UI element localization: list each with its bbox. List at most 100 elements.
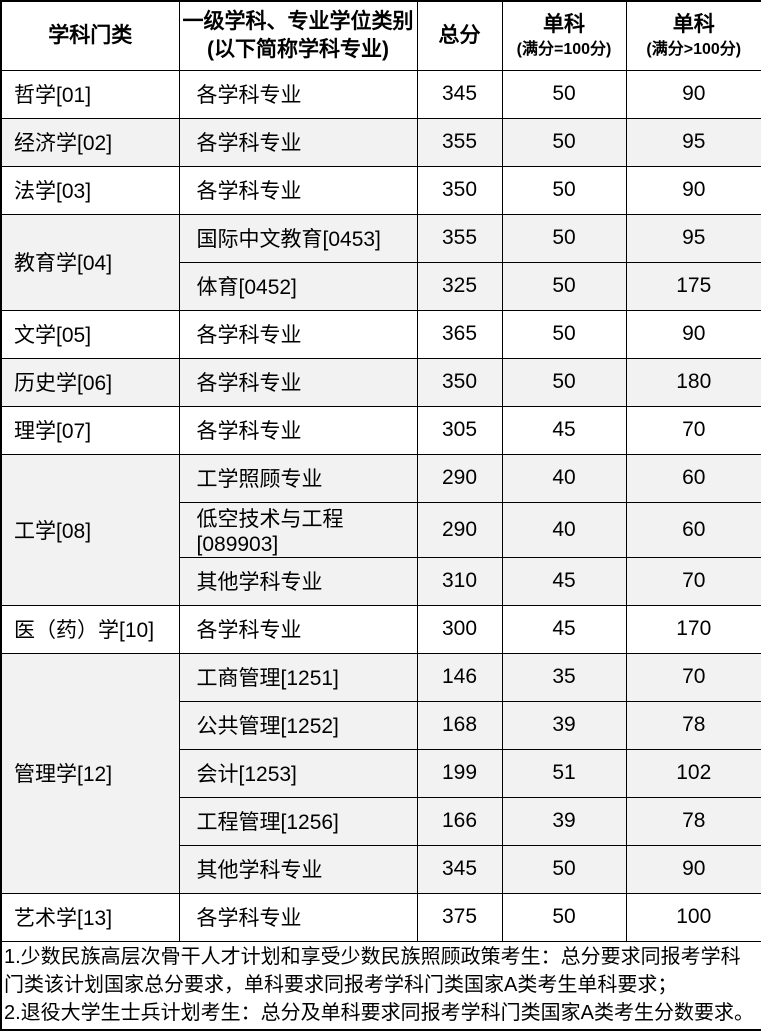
single-gt100-score-cell: 70 [626, 557, 761, 605]
total-score-cell: 350 [417, 166, 502, 214]
single-gt100-score-cell: 100 [626, 893, 761, 941]
single-gt100-score-cell: 60 [626, 454, 761, 502]
single-eq100-score-cell: 35 [502, 653, 626, 701]
table-header: 学科门类 一级学科、专业学位类别 (以下简称学科专业) 总分 单科 (满分=10… [1, 1, 761, 70]
col-header-single-gt100: 单科 (满分>100分) [626, 1, 761, 70]
category-cell: 艺术学[13] [1, 893, 179, 941]
major-cell: 国际中文教育[0453] [179, 214, 417, 262]
category-cell: 管理学[12] [1, 653, 179, 893]
col-header-single-gt100-label: 单科 [627, 11, 761, 39]
total-score-cell: 375 [417, 893, 502, 941]
major-cell: 其他学科专业 [179, 557, 417, 605]
col-header-single-eq100-sub: (满分=100分) [503, 39, 626, 61]
category-cell: 历史学[06] [1, 358, 179, 406]
category-cell: 工学[08] [1, 454, 179, 605]
single-gt100-score-cell: 170 [626, 605, 761, 653]
notes-cell: 1.少数民族高层次骨干人才计划和享受少数民族照顾政策考生：总分要求同报考学科门类… [1, 941, 761, 1030]
major-cell: 各学科专业 [179, 118, 417, 166]
col-header-total-label: 总分 [439, 24, 481, 47]
table-footer: 1.少数民族高层次骨干人才计划和享受少数民族照顾政策考生：总分要求同报考学科门类… [1, 941, 761, 1030]
col-header-major-line2: (以下简称学科专业) [180, 36, 417, 64]
single-gt100-score-cell: 70 [626, 406, 761, 454]
total-score-cell: 290 [417, 502, 502, 557]
single-eq100-score-cell: 50 [502, 893, 626, 941]
col-header-category: 学科门类 [1, 1, 179, 70]
total-score-cell: 365 [417, 310, 502, 358]
single-eq100-score-cell: 45 [502, 406, 626, 454]
total-score-cell: 350 [417, 358, 502, 406]
single-eq100-score-cell: 45 [502, 605, 626, 653]
total-score-cell: 355 [417, 118, 502, 166]
major-cell: 其他学科专业 [179, 845, 417, 893]
note-line-2: 2.退役大学生士兵计划考生：总分及单科要求同报考学科门类国家A类考生分数要求。 [4, 999, 759, 1027]
major-cell: 各学科专业 [179, 406, 417, 454]
single-eq100-score-cell: 40 [502, 454, 626, 502]
category-cell: 理学[07] [1, 406, 179, 454]
category-cell: 文学[05] [1, 310, 179, 358]
single-gt100-score-cell: 90 [626, 845, 761, 893]
single-gt100-score-cell: 95 [626, 118, 761, 166]
single-eq100-score-cell: 40 [502, 502, 626, 557]
major-cell: 各学科专业 [179, 605, 417, 653]
single-eq100-score-cell: 39 [502, 797, 626, 845]
single-gt100-score-cell: 95 [626, 214, 761, 262]
single-eq100-score-cell: 51 [502, 749, 626, 797]
single-gt100-score-cell: 78 [626, 797, 761, 845]
major-cell: 工学照顾专业 [179, 454, 417, 502]
total-score-cell: 199 [417, 749, 502, 797]
total-score-cell: 345 [417, 845, 502, 893]
notes-row: 1.少数民族高层次骨干人才计划和享受少数民族照顾政策考生：总分要求同报考学科门类… [1, 941, 761, 1030]
major-cell: 工商管理[1251] [179, 653, 417, 701]
major-cell: 各学科专业 [179, 358, 417, 406]
col-header-total: 总分 [417, 1, 502, 70]
header-row: 学科门类 一级学科、专业学位类别 (以下简称学科专业) 总分 单科 (满分=10… [1, 1, 761, 70]
major-cell: 各学科专业 [179, 310, 417, 358]
col-header-major: 一级学科、专业学位类别 (以下简称学科专业) [179, 1, 417, 70]
col-header-single-eq100-label: 单科 [503, 11, 626, 39]
single-eq100-score-cell: 50 [502, 70, 626, 118]
major-cell: 会计[1253] [179, 749, 417, 797]
single-gt100-score-cell: 102 [626, 749, 761, 797]
single-gt100-score-cell: 90 [626, 70, 761, 118]
total-score-cell: 310 [417, 557, 502, 605]
col-header-single-gt100-sub: (满分>100分) [627, 39, 761, 61]
total-score-cell: 300 [417, 605, 502, 653]
single-eq100-score-cell: 45 [502, 557, 626, 605]
single-eq100-score-cell: 50 [502, 118, 626, 166]
category-cell: 经济学[02] [1, 118, 179, 166]
single-eq100-score-cell: 50 [502, 845, 626, 893]
single-gt100-score-cell: 60 [626, 502, 761, 557]
major-cell: 各学科专业 [179, 70, 417, 118]
col-header-major-line1: 一级学科、专业学位类别 [180, 8, 417, 36]
note-line-1: 1.少数民族高层次骨干人才计划和享受少数民族照顾政策考生：总分要求同报考学科门类… [4, 943, 759, 999]
single-gt100-score-cell: 90 [626, 166, 761, 214]
total-score-cell: 166 [417, 797, 502, 845]
total-score-cell: 290 [417, 454, 502, 502]
single-gt100-score-cell: 78 [626, 701, 761, 749]
major-cell: 各学科专业 [179, 166, 417, 214]
major-cell: 各学科专业 [179, 893, 417, 941]
major-cell: 体育[0452] [179, 262, 417, 310]
category-cell: 教育学[04] [1, 214, 179, 310]
single-eq100-score-cell: 50 [502, 262, 626, 310]
col-header-category-label: 学科门类 [48, 24, 132, 47]
single-eq100-score-cell: 39 [502, 701, 626, 749]
col-header-single-eq100: 单科 (满分=100分) [502, 1, 626, 70]
major-cell: 公共管理[1252] [179, 701, 417, 749]
single-gt100-score-cell: 90 [626, 310, 761, 358]
total-score-cell: 168 [417, 701, 502, 749]
total-score-cell: 305 [417, 406, 502, 454]
